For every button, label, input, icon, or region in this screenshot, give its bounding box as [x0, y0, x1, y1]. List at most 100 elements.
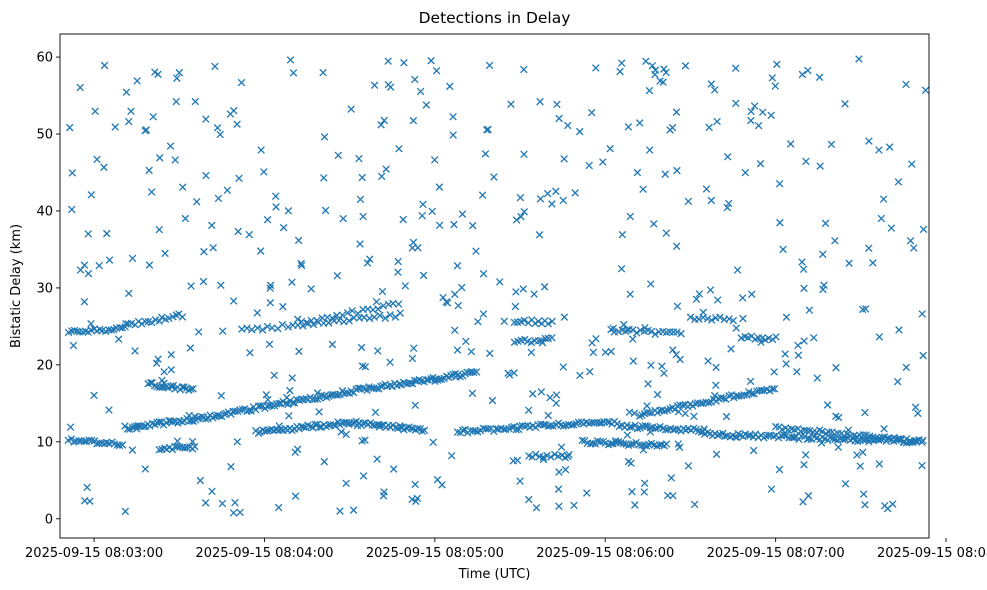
data-point [699, 308, 707, 317]
data-point [191, 442, 199, 451]
data-point [642, 57, 650, 66]
data-point [408, 380, 417, 388]
data-point [820, 281, 828, 289]
x-tick-label: 2025-09-15 08:07:00 [707, 546, 845, 561]
data-point [531, 319, 539, 328]
data-point [731, 64, 740, 73]
data-point [73, 327, 81, 336]
data-point [520, 316, 529, 325]
data-point [187, 385, 195, 393]
data-point [80, 297, 89, 306]
data-point [246, 349, 254, 357]
data-point [740, 391, 748, 399]
data-point [105, 256, 114, 264]
data-point [379, 492, 388, 500]
data-point [218, 499, 227, 508]
data-point [732, 324, 740, 332]
data-point [586, 367, 594, 376]
data-point [815, 73, 824, 82]
data-point [363, 386, 371, 395]
data-point [438, 375, 446, 384]
data-point [632, 329, 641, 337]
data-point [732, 433, 741, 442]
data-point [284, 207, 293, 215]
data-point [555, 468, 563, 476]
data-point [394, 268, 402, 276]
data-point [827, 140, 836, 149]
data-point [511, 302, 520, 311]
data-point [911, 403, 920, 412]
x-tick-label: 2025-09-15 08:03:00 [25, 546, 163, 561]
data-point [227, 462, 235, 471]
data-point [88, 436, 96, 445]
data-point [749, 446, 758, 455]
data-point [746, 377, 755, 386]
data-point [537, 388, 546, 396]
data-point [558, 451, 566, 460]
data-point [313, 316, 321, 325]
data-point [270, 371, 279, 380]
data-point [725, 315, 733, 323]
data-point [661, 170, 669, 178]
scatter-markers [64, 55, 930, 517]
data-point [575, 127, 584, 136]
data-point [319, 68, 327, 77]
data-point [524, 406, 533, 414]
data-point [902, 80, 910, 89]
data-point [167, 350, 176, 359]
data-point [115, 441, 124, 450]
x-axis-label: Time (UTC) [458, 567, 531, 582]
data-point [516, 193, 525, 202]
data-point [386, 358, 394, 367]
data-point [188, 437, 197, 446]
data-point [877, 214, 886, 223]
data-point [288, 398, 297, 407]
data-point [247, 325, 256, 334]
data-point [217, 391, 226, 400]
data-point [451, 369, 460, 378]
data-point [343, 309, 352, 317]
data-point [468, 221, 477, 230]
data-point [166, 142, 175, 150]
data-point [627, 440, 635, 449]
data-point [343, 389, 351, 397]
data-point [484, 125, 492, 134]
data-point [662, 440, 671, 448]
data-point [557, 443, 566, 451]
data-point [154, 70, 162, 79]
data-point [154, 355, 162, 363]
data-point [673, 166, 681, 175]
data-point [411, 401, 420, 409]
data-point [712, 450, 721, 459]
data-point [449, 112, 457, 121]
data-point [544, 411, 553, 420]
data-point [563, 121, 572, 130]
data-point [631, 501, 639, 509]
data-point [552, 187, 560, 196]
data-point [713, 431, 722, 440]
data-point [559, 363, 568, 371]
data-point [155, 418, 164, 426]
data-point [702, 185, 711, 193]
data-point [359, 212, 367, 221]
data-point [671, 425, 680, 433]
data-point [646, 428, 655, 436]
data-point [520, 207, 529, 216]
data-point [328, 314, 336, 322]
data-point [559, 422, 568, 430]
data-point [510, 318, 519, 327]
data-point [648, 61, 657, 70]
data-point [297, 422, 306, 431]
data-point [311, 420, 319, 429]
data-point [211, 62, 219, 71]
data-point [768, 385, 776, 393]
data-point [500, 317, 509, 326]
data-point [803, 426, 811, 435]
data-point [233, 120, 241, 128]
data-point [355, 154, 363, 163]
data-point [712, 363, 720, 372]
data-point [592, 64, 600, 72]
data-point [919, 225, 928, 234]
data-point [744, 431, 752, 440]
data-point [725, 392, 733, 400]
